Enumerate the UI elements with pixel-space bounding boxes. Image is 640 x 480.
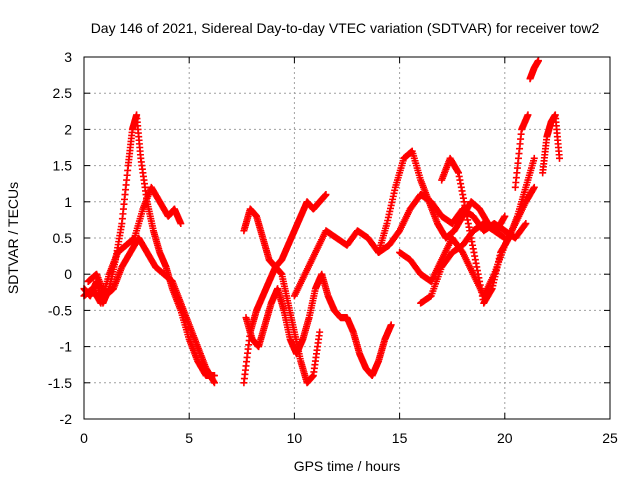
axis-ticks: -2 -1.5 -1 -0.5 0 0.5 1 1.5 2 2.5 3 0 5 10 15 20 25 [48, 49, 618, 446]
data-point [524, 111, 532, 119]
y-tick-label: 2 [64, 121, 72, 137]
series-sat-c [84, 234, 218, 387]
data-point [556, 154, 564, 162]
series-sat-k [417, 220, 509, 307]
series-sat-e [240, 191, 330, 271]
data-point [387, 321, 395, 329]
y-tick-label: 2.5 [53, 85, 73, 101]
series-sat-j [438, 154, 538, 307]
x-tick-label: 25 [602, 430, 618, 446]
data-point [177, 220, 185, 228]
y-axis-label: SDTVAR / TECUs [5, 182, 21, 294]
data-point [530, 154, 538, 162]
x-axis-label: GPS time / hours [294, 458, 401, 474]
y-tick-label: 0.5 [53, 230, 73, 246]
series-sat-f [242, 270, 395, 380]
data-point [501, 234, 509, 242]
data-marks [80, 57, 564, 387]
y-tick-label: -1 [60, 339, 73, 355]
x-tick-label: 20 [497, 430, 513, 446]
data-point [521, 221, 529, 229]
data-point [501, 212, 509, 220]
y-tick-label: 1.5 [53, 158, 73, 174]
series-sat-n [511, 111, 532, 191]
y-tick-label: 3 [64, 49, 72, 65]
data-point [522, 220, 530, 228]
chart-title: Day 146 of 2021, Sidereal Day-to-day VTE… [91, 20, 600, 36]
x-tick-label: 0 [80, 430, 88, 446]
y-tick-label: -1.5 [48, 375, 72, 391]
data-point [210, 379, 218, 387]
data-point [530, 183, 538, 191]
series-sat-d [240, 263, 324, 387]
y-tick-label: -0.5 [48, 302, 72, 318]
y-tick-label: 1 [64, 194, 72, 210]
series-sat-l [526, 57, 542, 83]
x-tick-label: 5 [185, 430, 193, 446]
plot-frame [83, 56, 611, 420]
x-tick-label: 15 [392, 430, 408, 446]
y-tick-label: 0 [64, 266, 72, 282]
data-point [534, 57, 542, 65]
grid [84, 57, 610, 419]
series-sat-m [539, 111, 564, 177]
data-point [322, 191, 330, 199]
y-tick-label: -2 [60, 411, 73, 427]
data-point [316, 328, 324, 336]
x-tick-label: 10 [287, 430, 303, 446]
